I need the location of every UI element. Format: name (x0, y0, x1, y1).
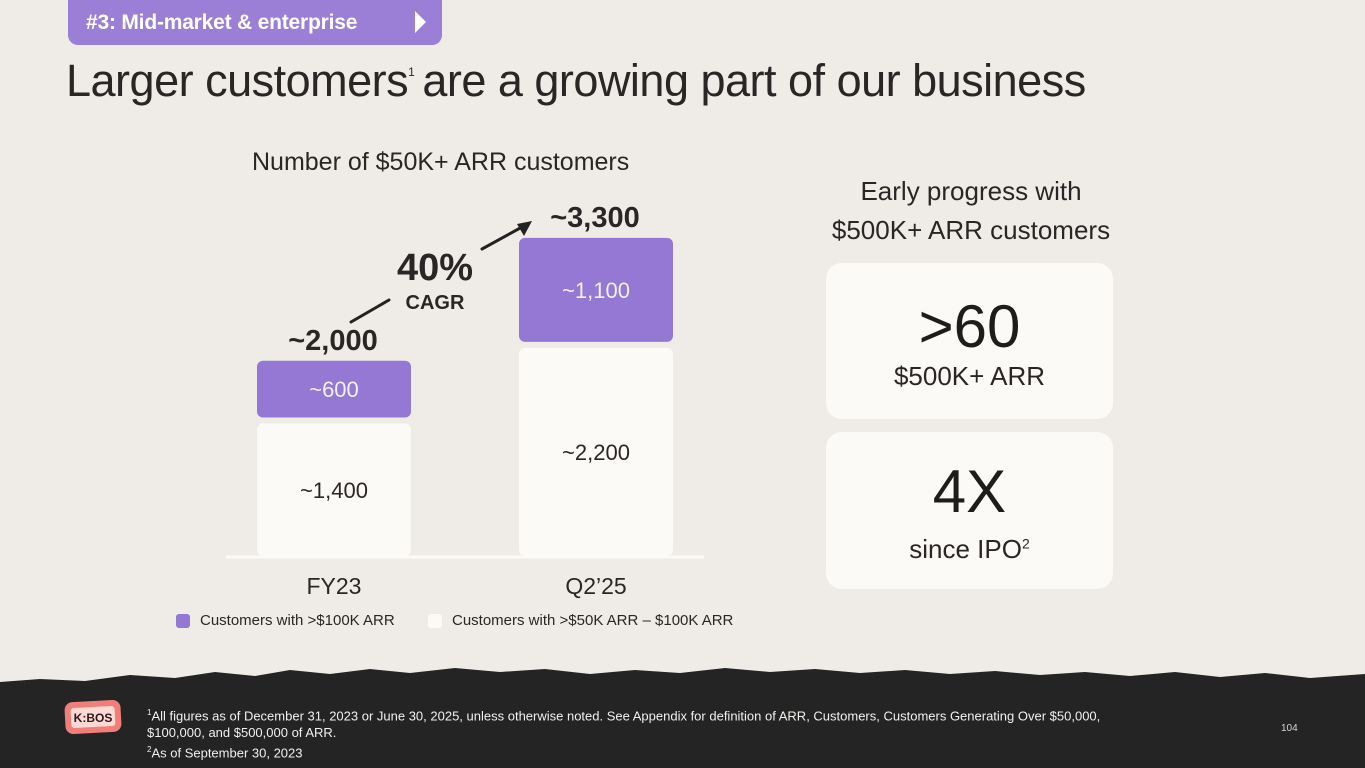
data-label-over-100k: ~600 (309, 377, 359, 402)
section-tag: #3: Mid-market & enterprise (68, 0, 442, 45)
stat-card-since-ipo: 4X since IPO2 (826, 432, 1113, 589)
total-label: ~3,300 (550, 202, 640, 234)
bar-segment-over-100k (257, 360, 411, 418)
logo-text: K:BOS (74, 711, 113, 725)
footnote-1-marker: 1 (147, 708, 152, 717)
page-title-footnote-ref: 1 (408, 65, 415, 79)
legend-item-50k-100k: Customers with >$50K ARR – $100K ARR (428, 612, 733, 629)
stat-label-since-ipo-text: since IPO (909, 534, 1022, 564)
x-tick-label: Q2’25 (565, 573, 626, 599)
legend-swatch-white (428, 613, 442, 628)
cagr-value: 40% (397, 247, 473, 289)
stat-label-since-ipo: since IPO2 (826, 534, 1113, 565)
legend-label-50k-100k: Customers with >$50K ARR – $100K ARR (452, 612, 734, 629)
kbos-logo: K:BOS (64, 699, 122, 735)
bar-segment-50k-100k (257, 423, 411, 556)
footnote-1: 1All figures as of December 31, 2023 or … (147, 704, 1147, 741)
page-title-part2: are a growing part of our business (422, 55, 1086, 106)
footnote-2-text: As of September 30, 2023 (151, 745, 303, 761)
data-label-50k-100k: ~1,400 (300, 478, 368, 503)
stat-label-500k: $500K+ ARR (893, 361, 1046, 391)
stat-value-500k: >60 (918, 293, 1021, 360)
legend-swatch-purple (176, 613, 190, 628)
bar-segment-50k-100k (519, 347, 673, 556)
x-tick-label: FY23 (307, 573, 362, 599)
data-label-over-100k: ~1,100 (562, 278, 630, 303)
right-panel-title: Early progress with $500K+ ARR customers (818, 172, 1124, 250)
stat-card-500k: >60 $500K+ ARR (826, 263, 1113, 419)
stat-label-footnote-ref: 2 (1021, 535, 1030, 552)
total-label: ~2,000 (288, 325, 378, 357)
cagr-arrow-tail (349, 298, 391, 324)
footnote-2-marker: 2 (147, 745, 152, 755)
chart-title: Number of $50K+ ARR customers (252, 148, 630, 176)
stat-value-since-ipo: 4X (932, 458, 1007, 525)
right-panel-title-line2: $500K+ ARR customers (831, 215, 1111, 245)
footnotes: 1All figures as of December 31, 2023 or … (147, 704, 1147, 762)
cagr-arrow-line (480, 225, 524, 251)
cagr-label: CAGR (406, 292, 465, 314)
footer: K:BOS 1All figures as of December 31, 20… (0, 660, 1365, 768)
section-tag-label: #3: Mid-market & enterprise (86, 11, 358, 34)
torn-paper-footer-bg (0, 668, 1365, 768)
page-number: 104 (1281, 723, 1298, 734)
legend-item-over-100k: Customers with >$100K ARR (176, 612, 395, 629)
cagr-arrow-head-icon (517, 221, 532, 236)
footnote-1-text: All figures as of December 31, 2023 or J… (147, 708, 1101, 741)
legend-label-over-100k: Customers with >$100K ARR (200, 612, 395, 629)
bar-segment-over-100k (519, 237, 673, 342)
page-title-part1: Larger customers (66, 55, 409, 106)
play-arrow-icon (415, 11, 426, 33)
data-label-50k-100k: ~2,200 (562, 440, 630, 465)
page-title: Larger customers1 are a growing part of o… (66, 55, 1086, 107)
footnote-2: 2As of September 30, 2023 (147, 741, 1147, 761)
right-panel-title-line1: Early progress with (860, 176, 1082, 206)
